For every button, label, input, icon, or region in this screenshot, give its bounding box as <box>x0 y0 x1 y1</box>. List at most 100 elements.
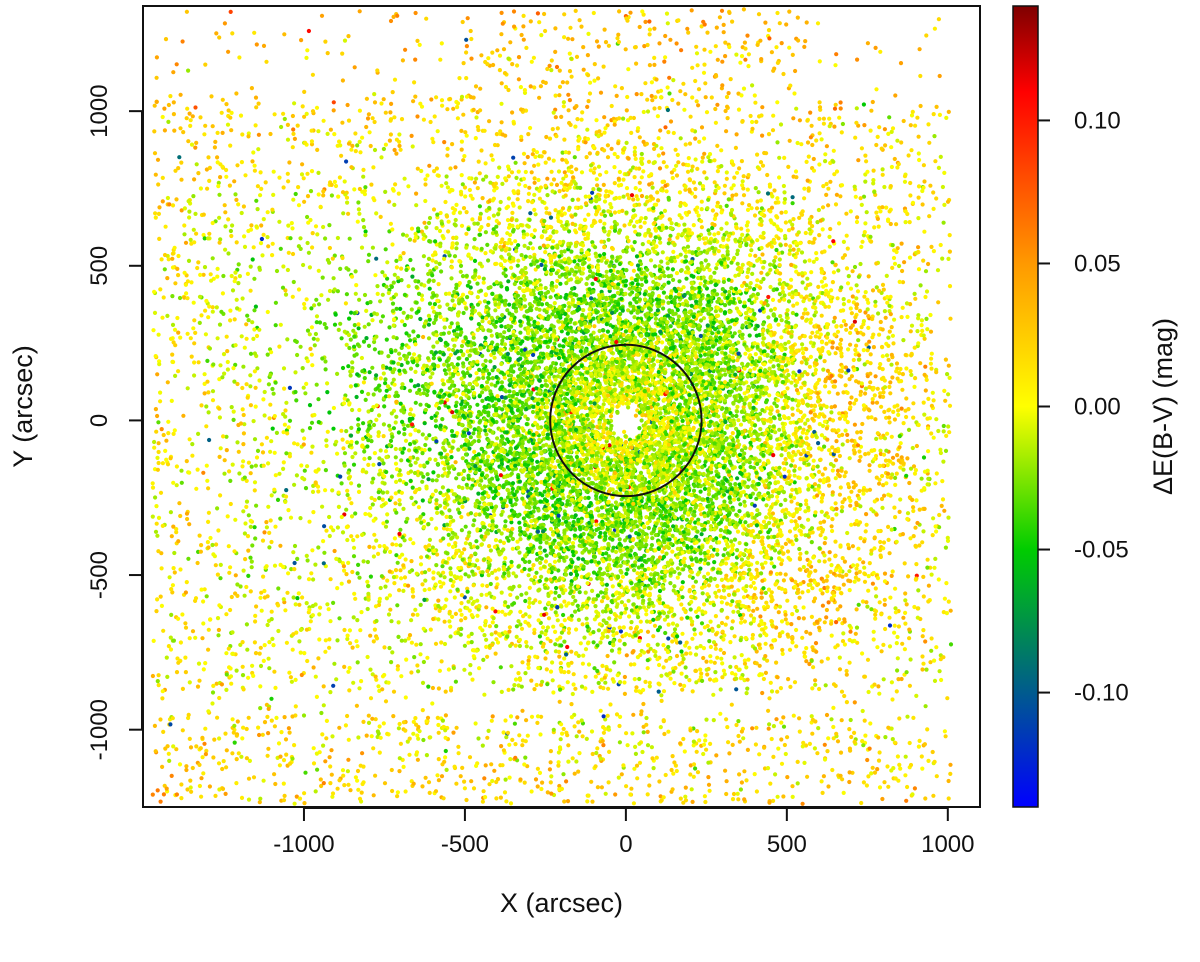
star-point <box>160 175 165 180</box>
star-point <box>452 595 457 600</box>
star-point <box>310 363 315 368</box>
star-point <box>260 450 266 455</box>
star-point <box>761 265 766 270</box>
star-point <box>427 543 432 548</box>
star-point <box>833 102 838 107</box>
star-point <box>171 70 176 75</box>
star-point <box>806 517 811 522</box>
star-point <box>701 316 707 321</box>
star-point <box>524 591 529 596</box>
star-point <box>829 563 834 568</box>
star-point <box>203 62 208 67</box>
star-point <box>412 655 417 660</box>
star-point <box>876 311 881 316</box>
star-point <box>364 308 369 313</box>
star-point <box>448 166 453 171</box>
star-point <box>821 367 826 372</box>
star-point <box>822 541 827 546</box>
star-point <box>377 724 382 729</box>
star-point <box>440 378 445 383</box>
star-point <box>332 322 338 327</box>
star-point <box>170 583 175 588</box>
star-point <box>401 310 406 315</box>
star-point <box>712 560 717 565</box>
star-point <box>870 581 876 586</box>
star-point <box>315 232 320 237</box>
star-point <box>182 232 187 237</box>
star-point <box>932 134 937 139</box>
star-point <box>945 372 950 377</box>
star-point <box>616 775 621 780</box>
star-point <box>723 108 728 114</box>
star-point <box>802 760 807 766</box>
star-point <box>371 476 376 481</box>
star-point <box>242 422 247 427</box>
star-point <box>794 106 799 111</box>
star-point <box>480 799 485 804</box>
star-point <box>755 42 760 48</box>
star-point <box>754 206 760 211</box>
star-point <box>436 598 441 603</box>
star-point <box>568 571 574 577</box>
star-point <box>550 127 555 132</box>
star-point <box>396 634 401 640</box>
star-point <box>619 772 624 777</box>
star-point <box>418 652 423 657</box>
star-point <box>522 384 527 389</box>
star-point <box>336 504 341 509</box>
star-point <box>225 349 230 354</box>
star-point <box>880 354 885 359</box>
star-point <box>783 220 789 225</box>
star-point <box>340 530 346 535</box>
star-point <box>609 576 614 582</box>
star-point <box>764 515 769 520</box>
star-point <box>737 540 742 546</box>
star-point <box>473 470 478 475</box>
star-point <box>370 502 375 507</box>
star-point <box>188 745 194 750</box>
star-point <box>503 84 509 90</box>
star-point <box>586 231 591 236</box>
star-point <box>276 628 281 634</box>
star-point <box>283 292 289 297</box>
star-point <box>746 52 752 57</box>
star-point <box>895 634 900 640</box>
star-point <box>554 64 560 70</box>
star-point <box>924 33 929 38</box>
star-point <box>744 320 749 325</box>
star-point <box>602 199 608 204</box>
star-point <box>790 794 795 800</box>
star-point <box>579 170 585 175</box>
star-point <box>701 275 706 280</box>
star-point <box>703 738 708 743</box>
star-point <box>561 104 566 109</box>
star-point <box>744 691 749 696</box>
star-point <box>628 626 633 631</box>
star-point <box>552 559 558 564</box>
star-point <box>718 687 723 692</box>
star-point <box>878 539 883 545</box>
star-point <box>881 642 886 648</box>
star-point <box>385 512 390 517</box>
star-point <box>817 686 822 692</box>
star-point <box>380 314 385 319</box>
star-point <box>349 147 354 152</box>
star-point <box>228 478 233 483</box>
star-point <box>912 384 917 389</box>
star-point <box>372 100 378 105</box>
star-point <box>805 140 811 145</box>
star-point <box>773 772 778 777</box>
star-point <box>173 168 178 173</box>
star-point <box>830 445 835 450</box>
star-point <box>624 186 630 191</box>
star-point <box>511 687 516 692</box>
star-point <box>647 63 653 68</box>
star-point <box>347 345 352 351</box>
star-point <box>691 584 696 589</box>
star-point <box>692 632 698 637</box>
star-point <box>867 339 872 344</box>
star-point <box>342 627 347 633</box>
star-point <box>859 244 864 249</box>
star-point <box>371 639 376 644</box>
star-point <box>526 658 531 663</box>
